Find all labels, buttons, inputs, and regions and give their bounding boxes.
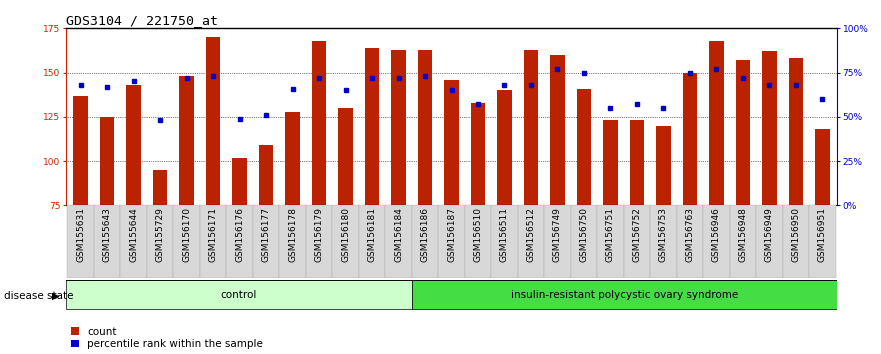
Bar (650, 205, 677, 278)
Bar (544, 205, 571, 278)
Bar (571, 205, 597, 278)
Text: control: control (220, 290, 257, 300)
Bar (709, 41, 723, 205)
Text: GSM156512: GSM156512 (527, 207, 536, 262)
Bar (492, 205, 518, 278)
Bar (551, 55, 565, 205)
Text: GSM156948: GSM156948 (738, 207, 747, 262)
Bar (285, 112, 300, 205)
Bar (683, 73, 697, 205)
Bar (630, 120, 644, 205)
Bar (809, 205, 835, 278)
Bar (200, 205, 226, 278)
Bar (385, 205, 411, 278)
Bar (253, 205, 279, 278)
Bar (788, 58, 803, 205)
Bar (815, 129, 830, 205)
Bar (518, 205, 544, 278)
Text: GSM156751: GSM156751 (606, 207, 615, 263)
Bar (259, 145, 273, 205)
Bar (306, 205, 332, 278)
Text: GSM155631: GSM155631 (76, 207, 85, 263)
Bar (206, 37, 220, 205)
Bar (497, 90, 512, 205)
Bar (736, 60, 751, 205)
Bar (465, 205, 492, 278)
Text: GSM156184: GSM156184 (394, 207, 403, 262)
Text: GSM156171: GSM156171 (209, 207, 218, 263)
Text: GSM155729: GSM155729 (156, 207, 165, 262)
Bar (365, 48, 380, 205)
Bar (577, 88, 591, 205)
Bar (180, 76, 194, 205)
Bar (226, 205, 253, 278)
Bar (677, 205, 703, 278)
Bar (312, 41, 326, 205)
Bar (444, 80, 459, 205)
Bar (391, 50, 406, 205)
Bar (73, 96, 88, 205)
Text: GDS3104 / 221750_at: GDS3104 / 221750_at (66, 14, 218, 27)
Bar (121, 205, 147, 278)
Bar (411, 205, 438, 278)
Text: insulin-resistant polycystic ovary syndrome: insulin-resistant polycystic ovary syndr… (511, 290, 738, 300)
Bar (624, 205, 650, 278)
Bar (279, 205, 306, 278)
Text: GSM156181: GSM156181 (367, 207, 376, 263)
Text: GSM156178: GSM156178 (288, 207, 297, 263)
Text: GSM155643: GSM155643 (102, 207, 112, 262)
Bar (152, 170, 167, 205)
Text: GSM156179: GSM156179 (315, 207, 323, 263)
Text: GSM156752: GSM156752 (633, 207, 641, 262)
Bar (411, 280, 837, 309)
Bar (66, 280, 411, 309)
Text: GSM156750: GSM156750 (580, 207, 589, 263)
Bar (470, 103, 485, 205)
Bar (762, 51, 777, 205)
Bar (603, 120, 618, 205)
Bar (332, 205, 359, 278)
Bar (438, 205, 465, 278)
Bar (523, 50, 538, 205)
Text: GSM155644: GSM155644 (130, 207, 138, 262)
Bar (174, 205, 200, 278)
Bar (756, 205, 782, 278)
Text: GSM156946: GSM156946 (712, 207, 721, 262)
Text: GSM156763: GSM156763 (685, 207, 694, 263)
Text: GSM156510: GSM156510 (473, 207, 483, 263)
Bar (94, 205, 121, 278)
Text: GSM156753: GSM156753 (659, 207, 668, 263)
Text: GSM156511: GSM156511 (500, 207, 509, 263)
Text: GSM156177: GSM156177 (262, 207, 270, 263)
Bar (126, 85, 141, 205)
Bar (597, 205, 624, 278)
Bar (418, 50, 433, 205)
Text: GSM156949: GSM156949 (765, 207, 774, 262)
Bar (100, 117, 115, 205)
Legend: count, percentile rank within the sample: count, percentile rank within the sample (71, 327, 263, 349)
Bar (359, 205, 385, 278)
Bar (703, 205, 729, 278)
Text: GSM156180: GSM156180 (341, 207, 350, 263)
Bar (68, 205, 94, 278)
Text: GSM156951: GSM156951 (818, 207, 827, 263)
Bar (338, 108, 352, 205)
Text: GSM156170: GSM156170 (182, 207, 191, 263)
Bar (656, 126, 670, 205)
Text: GSM156176: GSM156176 (235, 207, 244, 263)
Text: GSM156187: GSM156187 (447, 207, 456, 263)
Bar (729, 205, 756, 278)
Text: GSM156749: GSM156749 (553, 207, 562, 262)
Text: GSM156186: GSM156186 (420, 207, 430, 263)
Text: GSM156950: GSM156950 (791, 207, 801, 263)
Text: ▶: ▶ (52, 291, 60, 301)
Bar (147, 205, 174, 278)
Bar (782, 205, 809, 278)
Bar (233, 158, 247, 205)
Text: disease state: disease state (4, 291, 74, 301)
